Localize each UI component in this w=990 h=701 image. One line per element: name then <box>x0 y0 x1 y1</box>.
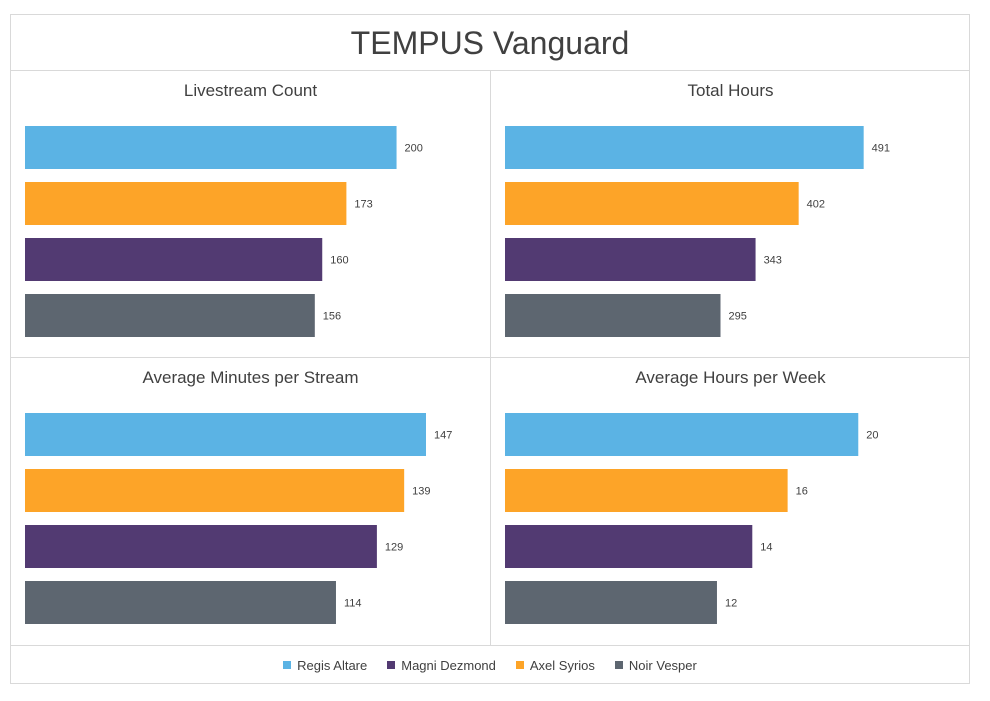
chart-frame: TEMPUS Vanguard Livestream Count 200 173 1… <box>10 14 970 684</box>
data-label-regis-altare: 147 <box>434 430 452 442</box>
bar-axel-syrios <box>505 182 799 225</box>
bar-axel-syrios <box>505 469 788 512</box>
legend-item-magni-dezmond: Magni Dezmond <box>387 658 496 673</box>
chart-title: TEMPUS Vanguard <box>350 25 630 61</box>
data-label-noir-vesper: 12 <box>725 598 737 610</box>
panel-title: Total Hours <box>687 81 774 100</box>
bar-chart-average-hours-week: 20 16 14 12 <box>505 413 879 624</box>
bar-noir-vesper <box>25 294 315 337</box>
legend-label: Axel Syrios <box>529 657 595 673</box>
data-label-noir-vesper: 295 <box>729 311 747 323</box>
data-label-magni-dezmond: 160 <box>330 255 348 267</box>
data-label-axel-syrios: 402 <box>807 199 825 211</box>
bar-regis-altare <box>505 413 859 456</box>
legend-item-axel-syrios: Axel Syrios <box>515 657 595 673</box>
data-label-axel-syrios: 16 <box>796 486 808 498</box>
bar-magni-dezmond <box>25 238 323 281</box>
legend-label: Regis Altare <box>297 657 368 673</box>
data-label-magni-dezmond: 129 <box>385 542 403 554</box>
bar-noir-vesper <box>25 581 336 624</box>
bar-magni-dezmond <box>25 525 377 568</box>
bar-regis-altare <box>25 413 426 456</box>
bar-chart-total-hours: 491 402 343 295 <box>505 126 890 337</box>
bar-regis-altare <box>505 126 864 169</box>
legend-label: Magni Dezmond <box>401 657 496 673</box>
data-label-magni-dezmond: 14 <box>760 542 772 554</box>
data-label-axel-syrios: 173 <box>354 199 372 211</box>
bar-regis-altare <box>25 126 397 169</box>
legend-swatch <box>283 661 292 669</box>
bar-magni-dezmond <box>505 525 753 568</box>
divider-bottom <box>11 645 969 646</box>
bar-axel-syrios <box>25 182 347 225</box>
legend-swatch <box>515 661 524 669</box>
panel-average-hours-week: Average Hours per Week 20 16 14 12 <box>491 358 970 645</box>
panel-title: Livestream Count <box>183 81 318 100</box>
panel-average-minutes: Average Minutes per Stream 147 139 129 114 <box>11 358 490 645</box>
legend-swatch <box>387 661 396 669</box>
panel-livestream-count: Livestream Count 200 173 160 156 <box>11 71 490 358</box>
legend-item-regis-altare: Regis Altare <box>283 658 367 673</box>
data-label-magni-dezmond: 343 <box>764 255 782 267</box>
bar-magni-dezmond <box>505 238 756 281</box>
bar-noir-vesper <box>505 294 721 337</box>
panel-title: Average Hours per Week <box>635 368 826 387</box>
data-label-noir-vesper: 156 <box>323 311 341 323</box>
legend-item-noir-vesper: Noir Vesper <box>614 657 697 673</box>
panel-total-hours: Total Hours 491 402 343 295 <box>491 71 970 358</box>
divider-vertical <box>490 71 491 645</box>
data-label-noir-vesper: 114 <box>344 598 362 610</box>
bar-noir-vesper <box>505 581 717 624</box>
data-label-regis-altare: 20 <box>866 430 878 442</box>
divider-top <box>11 70 969 71</box>
legend-label: Noir Vesper <box>628 657 697 673</box>
bar-axel-syrios <box>25 469 405 512</box>
bar-chart-average-minutes: 147 139 129 114 <box>25 413 452 624</box>
data-label-axel-syrios: 139 <box>412 486 430 498</box>
legend: Regis Altare Magni Dezmond Axel Syrios N… <box>11 646 969 684</box>
bar-chart-livestream-count: 200 173 160 156 <box>25 126 423 337</box>
data-label-regis-altare: 491 <box>872 143 890 155</box>
panel-title: Average Minutes per Stream <box>142 368 359 387</box>
legend-swatch <box>614 661 623 669</box>
data-label-regis-altare: 200 <box>405 143 423 155</box>
